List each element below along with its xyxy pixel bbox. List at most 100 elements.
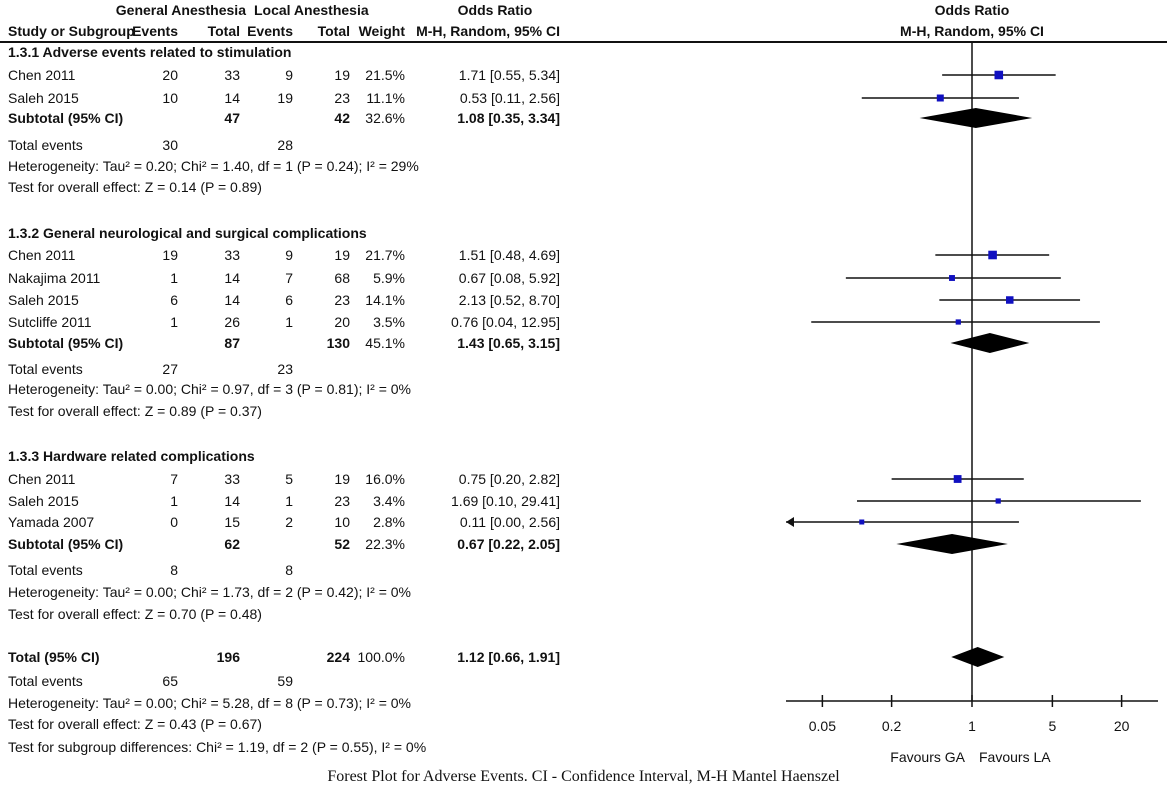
header-la-total: Total [317,23,350,39]
cell-ci: 1.43 [0.65, 3.15] [457,335,560,351]
cell-ci: 0.67 [0.22, 2.05] [457,536,560,552]
study-label: Chen 2011 [8,67,76,83]
cell-la_t: 68 [334,270,350,286]
header-rule [0,41,780,43]
cell-la_t: 19 [334,67,350,83]
cell-w: 45.1% [365,335,405,351]
cell-ci: 0.53 [0.11, 2.56] [459,90,560,106]
text-label: Heterogeneity: Tau² = 0.00; Chi² = 5.28,… [8,695,411,711]
cell-la_e: 2 [285,514,293,530]
cell-la_e: 1 [285,493,293,509]
pooled-diamond [919,108,1033,128]
study-label: Chen 2011 [8,471,76,487]
point-square [988,250,997,260]
header-or-method: M-H, Random, 95% CI [416,23,560,39]
cell-ga_e: 1 [170,270,178,286]
point-square [949,275,955,281]
x-tick-label: 1 [968,718,976,734]
text-label: Test for overall effect: Z = 0.70 (P = 0… [8,606,262,622]
header-ga-events: Events [132,23,178,39]
cell-ga_t: 14 [224,493,240,509]
study-label: Saleh 2015 [8,292,79,308]
cell-la_t: 130 [326,335,350,351]
cell-ga_t: 196 [216,649,240,665]
cell-ga_e: 30 [162,137,178,153]
cell-ci: 1.69 [0.10, 29.41] [451,493,560,509]
cell-ga_t: 14 [224,90,240,106]
cell-ga_t: 33 [224,247,240,263]
text-label: Heterogeneity: Tau² = 0.20; Chi² = 1.40,… [8,158,419,174]
events-label: Total events [8,137,83,153]
figure-caption: Forest Plot for Adverse Events. CI - Con… [327,768,840,785]
cell-la_e: 7 [285,270,293,286]
study-label: Chen 2011 [8,247,76,263]
cell-ga_t: 26 [224,314,240,330]
cell-ga_e: 1 [170,493,178,509]
cell-ci: 0.67 [0.08, 5.92] [458,270,560,286]
pooled-diamond [951,647,1005,667]
cell-la_e: 5 [285,471,293,487]
cell-ga_t: 87 [224,335,240,351]
cell-w: 5.9% [373,270,405,286]
heading-label: 1.3.3 Hardware related complications [8,448,255,464]
heading-label: 1.3.2 General neurological and surgical … [8,225,367,241]
cell-ga_t: 14 [224,292,240,308]
cell-w: 3.5% [373,314,405,330]
x-tick-label: 5 [1048,718,1056,734]
x-tick-label: 0.2 [882,718,902,734]
cell-w: 100.0% [357,649,405,665]
point-square [953,475,962,483]
subtotal-label: Total (95% CI) [8,649,100,665]
header-general-anesthesia: General Anesthesia [115,2,246,18]
cell-w: 22.3% [365,536,405,552]
cell-la_e: 6 [285,292,293,308]
header-study: Study or Subgroup [8,23,135,39]
cell-ga_e: 8 [170,562,178,578]
study-label: Nakajima 2011 [8,270,101,286]
cell-la_t: 10 [334,514,350,530]
cell-ga_t: 15 [224,514,240,530]
cell-w: 21.7% [365,247,405,263]
subtotal-label: Subtotal (95% CI) [8,536,124,552]
cell-w: 21.5% [365,67,405,83]
cell-w: 32.6% [365,110,405,126]
point-square [1006,296,1014,304]
cell-ga_e: 0 [170,514,178,530]
cell-la_e: 59 [277,673,293,689]
header-la-events: Events [247,23,293,39]
cell-ci: 0.11 [0.00, 2.56] [459,514,560,530]
cell-la_e: 28 [277,137,293,153]
cell-la_t: 23 [334,493,350,509]
cell-ga_e: 7 [170,471,178,487]
cell-w: 3.4% [373,493,405,509]
cell-la_t: 20 [334,314,350,330]
text-label: Heterogeneity: Tau² = 0.00; Chi² = 0.97,… [8,381,411,397]
cell-ci: 1.71 [0.55, 5.34] [458,67,560,83]
header-ga-total: Total [207,23,240,39]
cell-la_e: 9 [285,67,293,83]
cell-la_e: 19 [277,90,293,106]
cell-ga_t: 33 [224,67,240,83]
plot-method: M-H, Random, 95% CI [900,23,1044,39]
events-label: Total events [8,361,83,377]
cell-ci: 0.75 [0.20, 2.82] [458,471,560,487]
events-label: Total events [8,562,83,578]
cell-la_t: 23 [334,90,350,106]
cell-w: 16.0% [365,471,405,487]
point-square [955,319,961,325]
cell-w: 11.1% [366,90,405,106]
cell-la_t: 23 [334,292,350,308]
x-tick-label: 20 [1114,718,1130,734]
subtotal-label: Subtotal (95% CI) [8,335,124,351]
events-label: Total events [8,673,83,689]
arrow-left-icon [786,517,794,527]
study-label: Sutcliffe 2011 [8,314,92,330]
cell-ga_t: 47 [224,110,240,126]
pooled-diamond [896,534,1008,554]
header-local-anesthesia: Local Anesthesia [254,2,369,18]
favours-la-label: Favours LA [979,749,1051,765]
header-odds-ratio: Odds Ratio [457,2,533,18]
cell-ga_e: 20 [162,67,178,83]
